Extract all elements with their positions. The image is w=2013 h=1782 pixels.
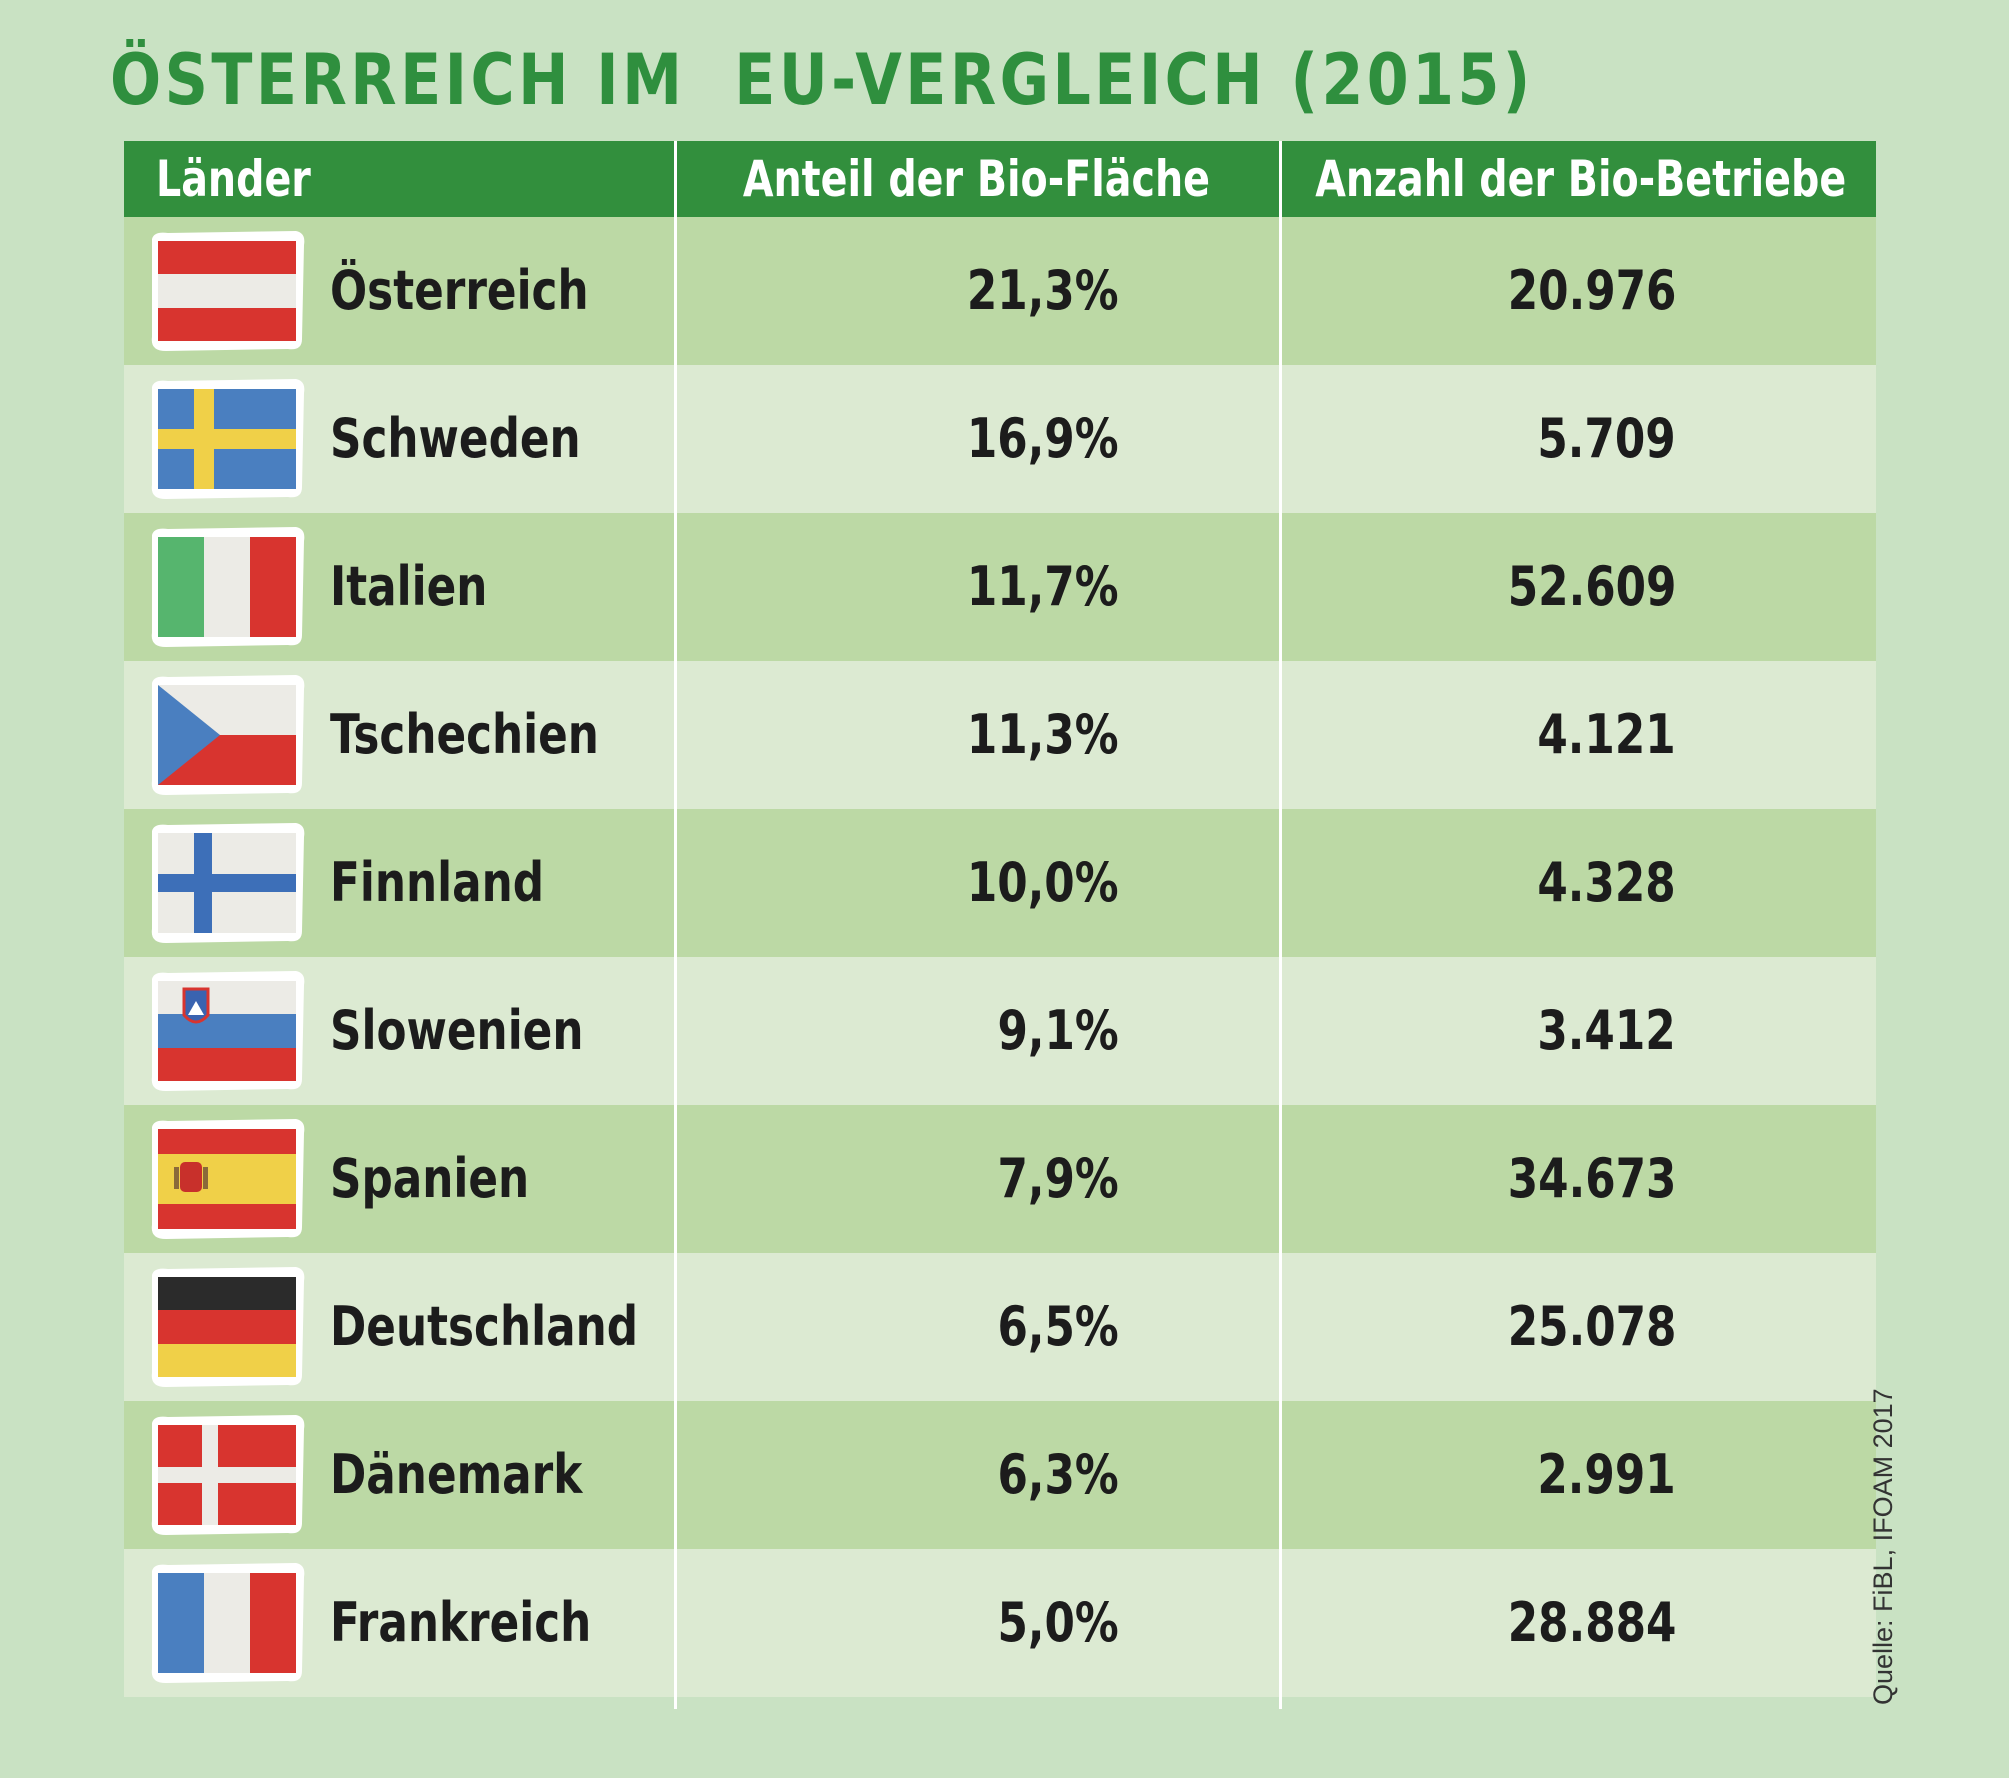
share-cell: 11,3% bbox=[674, 661, 1279, 809]
country-name: Deutschland bbox=[330, 1295, 639, 1358]
farms-cell: 52.609 bbox=[1279, 513, 1876, 661]
header-organic-farm-count: Anzahl der Bio-Betriebe bbox=[1315, 150, 1847, 208]
share-cell: 10,0% bbox=[674, 809, 1279, 957]
table-row: Schweden 16,9% 5.709 bbox=[124, 365, 1876, 513]
organic-farm-count-value: 4.328 bbox=[1537, 851, 1676, 914]
denmark-flag-icon bbox=[151, 1415, 305, 1535]
organic-area-share-value: 6,5% bbox=[997, 1295, 1119, 1358]
organic-farm-count-value: 20.976 bbox=[1507, 259, 1676, 322]
czech-flag-icon bbox=[151, 675, 305, 795]
farms-cell: 20.976 bbox=[1279, 217, 1876, 365]
germany-flag-icon bbox=[151, 1267, 305, 1387]
country-name: Slowenien bbox=[330, 999, 584, 1062]
country-cell: Spanien bbox=[124, 1105, 674, 1253]
austria-flag-icon bbox=[151, 231, 305, 351]
column-divider bbox=[674, 141, 677, 1709]
farms-cell: 3.412 bbox=[1279, 957, 1876, 1105]
source-note: Quelle: FiBL, IFOAM 2017 bbox=[1868, 1388, 1898, 1705]
organic-area-share-value: 11,3% bbox=[967, 703, 1119, 766]
country-name: Italien bbox=[330, 555, 488, 618]
farms-cell: 4.121 bbox=[1279, 661, 1876, 809]
organic-area-share-value: 10,0% bbox=[967, 851, 1119, 914]
farms-cell: 2.991 bbox=[1279, 1401, 1876, 1549]
country-cell: Österreich bbox=[124, 217, 674, 365]
country-cell: Dänemark bbox=[124, 1401, 674, 1549]
country-name: Tschechien bbox=[330, 703, 599, 766]
organic-farm-count-value: 52.609 bbox=[1507, 555, 1676, 618]
table-body: Österreich 21,3% 20.976 Schweden 16,9% 5.709 I… bbox=[124, 217, 1876, 1697]
organic-area-share-value: 7,9% bbox=[997, 1147, 1119, 1210]
table-row: Österreich 21,3% 20.976 bbox=[124, 217, 1876, 365]
farms-cell: 4.328 bbox=[1279, 809, 1876, 957]
country-cell: Schweden bbox=[124, 365, 674, 513]
farms-cell: 25.078 bbox=[1279, 1253, 1876, 1401]
share-cell: 6,5% bbox=[674, 1253, 1279, 1401]
country-cell: Italien bbox=[124, 513, 674, 661]
share-cell: 16,9% bbox=[674, 365, 1279, 513]
comparison-table: Länder Anteil der Bio-Fläche Anzahl der … bbox=[124, 141, 1876, 1697]
farms-cell: 5.709 bbox=[1279, 365, 1876, 513]
country-cell: Finnland bbox=[124, 809, 674, 957]
organic-area-share-value: 5,0% bbox=[997, 1591, 1119, 1654]
country-name: Finnland bbox=[330, 851, 545, 914]
country-cell: Slowenien bbox=[124, 957, 674, 1105]
france-flag-icon bbox=[151, 1563, 305, 1683]
table-header: Länder Anteil der Bio-Fläche Anzahl der … bbox=[124, 141, 1876, 217]
organic-farm-count-value: 5.709 bbox=[1537, 407, 1676, 470]
header-countries: Länder bbox=[156, 150, 311, 208]
country-name: Österreich bbox=[330, 259, 589, 322]
spain-flag-icon bbox=[151, 1119, 305, 1239]
country-cell: Frankreich bbox=[124, 1549, 674, 1697]
share-cell: 11,7% bbox=[674, 513, 1279, 661]
table-row: Dänemark 6,3% 2.991 bbox=[124, 1401, 1876, 1549]
country-cell: Deutschland bbox=[124, 1253, 674, 1401]
country-name: Frankreich bbox=[330, 1591, 592, 1654]
slovenia-flag-icon bbox=[151, 971, 305, 1091]
organic-farm-count-value: 3.412 bbox=[1537, 999, 1676, 1062]
organic-area-share-value: 6,3% bbox=[997, 1443, 1119, 1506]
organic-farm-count-value: 4.121 bbox=[1537, 703, 1676, 766]
finland-flag-icon bbox=[151, 823, 305, 943]
table-row: Deutschland 6,5% 25.078 bbox=[124, 1253, 1876, 1401]
organic-area-share-value: 16,9% bbox=[967, 407, 1119, 470]
table-row: Slowenien 9,1% 3.412 bbox=[124, 957, 1876, 1105]
table-row: Tschechien 11,3% 4.121 bbox=[124, 661, 1876, 809]
farms-cell: 28.884 bbox=[1279, 1549, 1876, 1697]
share-cell: 7,9% bbox=[674, 1105, 1279, 1253]
farms-cell: 34.673 bbox=[1279, 1105, 1876, 1253]
organic-farm-count-value: 2.991 bbox=[1537, 1443, 1676, 1506]
country-name: Schweden bbox=[330, 407, 581, 470]
share-cell: 5,0% bbox=[674, 1549, 1279, 1697]
country-cell: Tschechien bbox=[124, 661, 674, 809]
organic-farm-count-value: 25.078 bbox=[1507, 1295, 1676, 1358]
table-row: Frankreich 5,0% 28.884 bbox=[124, 1549, 1876, 1697]
sweden-flag-icon bbox=[151, 379, 305, 499]
organic-area-share-value: 9,1% bbox=[997, 999, 1119, 1062]
country-name: Spanien bbox=[330, 1147, 530, 1210]
table-row: Finnland 10,0% 4.328 bbox=[124, 809, 1876, 957]
share-cell: 21,3% bbox=[674, 217, 1279, 365]
organic-area-share-value: 21,3% bbox=[967, 259, 1119, 322]
italy-flag-icon bbox=[151, 527, 305, 647]
chart-title: ÖSTERREICH IM EU-VERGLEICH (2015) bbox=[110, 39, 1534, 121]
organic-area-share-value: 11,7% bbox=[967, 555, 1119, 618]
organic-farm-count-value: 28.884 bbox=[1507, 1591, 1676, 1654]
column-divider bbox=[1279, 141, 1282, 1709]
header-organic-area-share: Anteil der Bio-Fläche bbox=[742, 150, 1211, 208]
organic-farm-count-value: 34.673 bbox=[1507, 1147, 1676, 1210]
share-cell: 9,1% bbox=[674, 957, 1279, 1105]
table-row: Spanien 7,9% 34.673 bbox=[124, 1105, 1876, 1253]
table-row: Italien 11,7% 52.609 bbox=[124, 513, 1876, 661]
share-cell: 6,3% bbox=[674, 1401, 1279, 1549]
country-name: Dänemark bbox=[330, 1443, 583, 1506]
